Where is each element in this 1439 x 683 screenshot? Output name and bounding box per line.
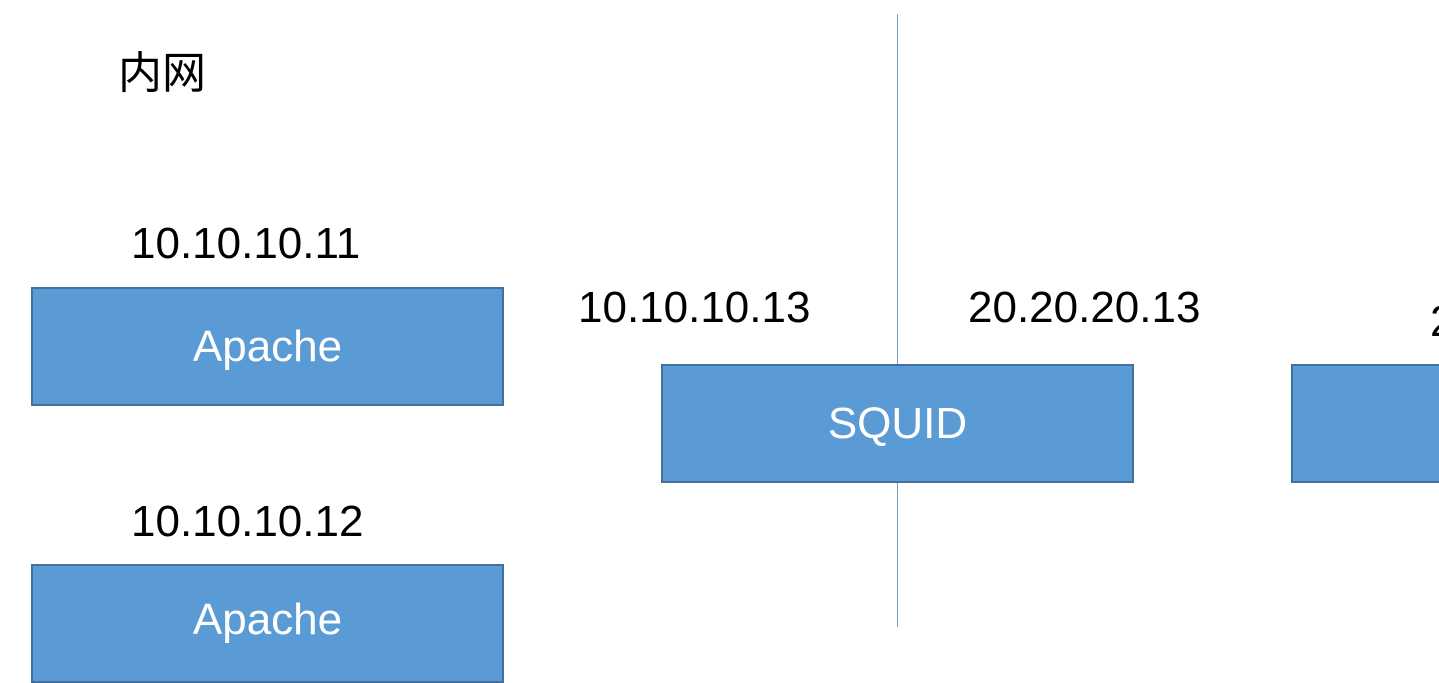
apache-2-label: Apache (192, 594, 343, 644)
region-label-intranet: 内网 (118, 48, 206, 99)
right-node-box (1291, 364, 1439, 483)
apache-1-box: Apache (31, 287, 504, 406)
squid-inner-ip-label: 10.10.10.13 (578, 283, 811, 332)
right-node-ip-label: 2 (1430, 300, 1439, 344)
squid-label: SQUID (827, 398, 968, 448)
squid-outer-ip-label: 20.20.20.13 (968, 283, 1201, 332)
apache-2-ip-label: 10.10.10.12 (131, 497, 364, 546)
apache-1-ip-label: 10.10.10.11 (131, 219, 361, 268)
apache-2-box: Apache (31, 564, 504, 683)
squid-proxy-box: SQUID (661, 364, 1134, 483)
network-divider-line (897, 14, 898, 627)
apache-1-label: Apache (192, 321, 343, 371)
